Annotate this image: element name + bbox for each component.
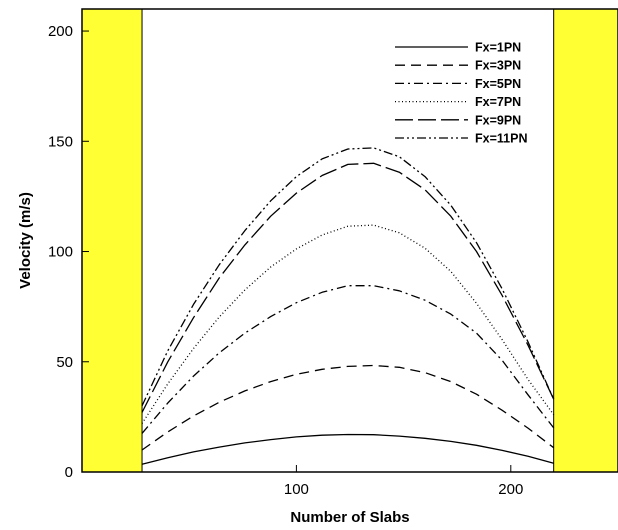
series-line-2 — [141, 364, 555, 451]
legend-label-1: Fx=1PN — [475, 41, 521, 55]
y-tick-label: 50 — [56, 354, 73, 371]
series-line-4 — [141, 224, 555, 424]
legend-label-4: Fx=7PN — [475, 95, 521, 109]
legend: Fx=1PN Fx=3PN Fx=5PN Fx=7PN Fx=9PN Fx=11PN — [395, 41, 527, 146]
y-tick-label: 0 — [65, 464, 73, 481]
walls-layer — [81, 8, 618, 473]
legend-label-2: Fx=3PN — [475, 59, 521, 73]
y-axis-title: Velocity (m/s) — [17, 192, 34, 289]
series-line-5 — [141, 162, 555, 413]
series-line-1 — [141, 433, 554, 465]
y-tick-label: 150 — [48, 133, 73, 150]
legend-label-6: Fx=11PN — [475, 132, 527, 146]
y-tick-label: 200 — [48, 23, 73, 40]
right-wall — [553, 8, 618, 473]
left-wall — [81, 8, 143, 473]
y-tick-label: 100 — [48, 244, 73, 261]
x-tick-label: 100 — [284, 481, 309, 498]
series-layer — [141, 147, 555, 465]
ticks-layer: 0 50 100 150 200 100 200 — [48, 23, 523, 498]
x-tick-label: 200 — [498, 481, 523, 498]
legend-label-5: Fx=9PN — [475, 113, 521, 127]
plot-frame — [81, 8, 618, 473]
series-line-6 — [141, 147, 555, 407]
x-axis-title: Number of Slabs — [290, 509, 409, 526]
series-line-3 — [141, 285, 555, 434]
legend-label-3: Fx=5PN — [475, 77, 521, 91]
